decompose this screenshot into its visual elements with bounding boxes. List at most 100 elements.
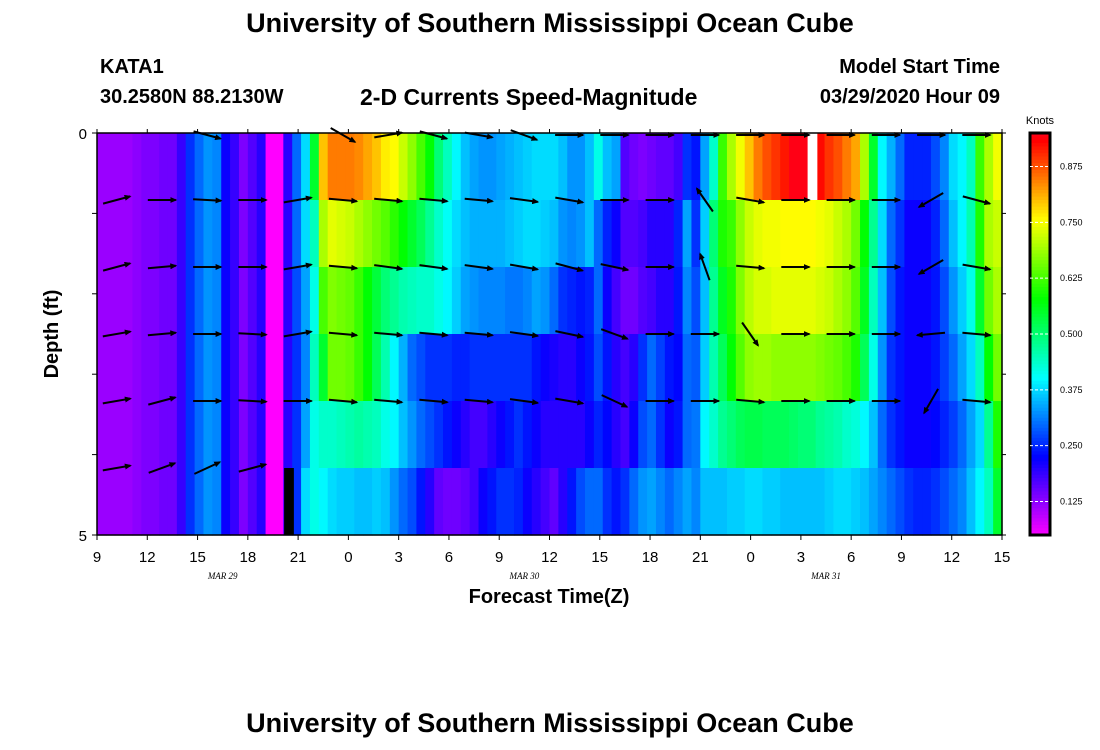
heat-cell [984,133,994,201]
heat-cell [230,401,240,469]
heat-cell [868,468,879,536]
heat-cell [691,267,701,335]
colorbar-swatch [1030,421,1050,426]
heat-cell [478,200,488,268]
heat-cell [558,401,568,469]
current-vector [148,395,177,406]
colorbar-swatch [1030,250,1050,255]
heat-cell [283,133,293,201]
heat-cell [443,200,453,268]
heat-cell [602,200,613,268]
heat-cell [682,200,693,268]
heat-cell [815,200,826,268]
current-vector [238,331,268,338]
heat-cell [398,334,409,402]
heat-cell [851,401,861,469]
heat-cell [105,334,116,402]
heat-cell [212,468,222,536]
heat-cell [842,133,852,201]
heat-cell [886,401,897,469]
colorbar-swatch [1030,153,1050,158]
heat-cell [487,133,497,201]
colorbar-swatch [1030,417,1050,422]
heat-cell [957,334,968,402]
heat-cell [185,401,196,469]
heat-cell [247,468,258,536]
heat-cell [789,334,799,402]
heat-cell [895,334,905,402]
heat-cell [939,133,950,201]
heat-cell [167,468,178,536]
heat-cell [212,133,222,201]
heat-cell [673,401,684,469]
colorbar-swatch [1030,447,1050,453]
heat-cell [150,133,160,201]
colorbar-swatch [1030,518,1050,523]
heat-cell [407,200,418,268]
heat-cell [993,267,1003,335]
heat-cell [939,200,950,268]
current-vector [330,127,357,143]
current-vector [699,252,711,281]
heat-cell [647,334,657,402]
heat-cell [726,200,737,268]
colorbar-swatch [1030,320,1050,325]
heat-cell [380,334,391,402]
heat-cell [939,468,950,536]
heat-cell [709,468,719,536]
heat-cell [957,133,968,201]
heat-cell [380,468,391,536]
colorbar-swatch [1030,344,1050,349]
heat-cell [558,334,568,402]
heat-cell [682,401,693,469]
current-vector [102,396,132,405]
heat-cell [993,133,1003,201]
heat-cell [735,334,746,402]
heat-cell [966,468,976,536]
heat-cell [540,468,551,536]
heat-cell [629,133,639,201]
heat-cell [540,267,551,335]
heat-cell [584,401,595,469]
heat-cell [247,133,258,201]
heat-cell [984,468,994,536]
heat-cell [780,468,790,536]
heat-cell [895,468,905,536]
colorbar-swatch [1030,337,1050,342]
heat-cell [584,468,595,536]
heat-cell [744,133,755,201]
heat-cell [487,468,497,536]
heat-cell [443,133,453,201]
heat-cell [221,468,231,536]
current-vector [419,398,449,405]
heat-cell [948,468,959,536]
heat-cell [354,401,364,469]
heat-cell [762,334,772,402]
heat-cell [576,200,586,268]
current-vector [736,264,766,271]
heat-cell [789,133,799,201]
heat-cell [283,267,293,335]
colorbar-swatch [1030,203,1050,208]
current-vector [374,331,404,338]
heat-cell [966,401,976,469]
blank-cell [807,133,818,200]
heat-cell [327,401,338,469]
heat-cell [975,200,985,268]
current-vector [419,264,449,272]
colorbar-swatch [1030,253,1050,258]
colorbar-swatch [1030,189,1050,195]
heat-cell [398,200,409,268]
heat-cell [611,468,622,536]
x-tick-label: 9 [93,549,101,566]
model-start-value: 03/29/2020 Hour 09 [819,86,1000,108]
heat-cell [655,334,666,402]
heat-cell [389,401,400,469]
current-vector [464,331,494,338]
colorbar-swatch [1030,310,1050,315]
current-vector [464,264,494,272]
heat-cell [167,334,178,402]
heat-cell [114,468,125,536]
heat-cell [602,468,613,536]
colorbar-swatch [1030,277,1050,282]
